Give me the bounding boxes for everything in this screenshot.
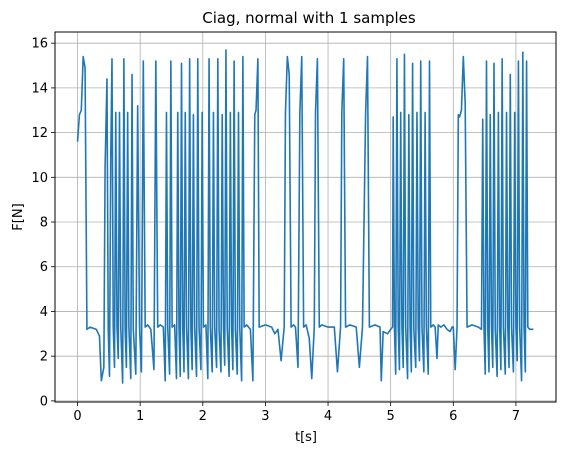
- y-tick-label: 6: [40, 260, 48, 275]
- y-tick-label: 14: [31, 81, 48, 96]
- plot-frame: [54, 31, 557, 403]
- y-tick-label: 8: [40, 216, 48, 231]
- series-layer: [76, 49, 534, 384]
- x-tick-label: 4: [324, 409, 332, 424]
- x-ticks: 0 1 2 3 4 5 6 7: [73, 402, 520, 424]
- y-tick-label: 10: [31, 171, 48, 186]
- y-tick-label: 2: [40, 350, 48, 365]
- y-tick-label: 4: [40, 305, 48, 320]
- x-tick-label: 5: [387, 409, 395, 424]
- x-tick-label: 7: [512, 409, 520, 424]
- series-line: [76, 49, 534, 384]
- x-tick-label: 6: [449, 409, 457, 424]
- y-tick-label: 12: [31, 126, 48, 141]
- x-tick-label: 2: [199, 409, 207, 424]
- chart-title: Ciag, normal with 1 samples: [202, 9, 416, 27]
- y-axis-label: F[N]: [11, 203, 26, 230]
- y-tick-label: 16: [31, 37, 48, 52]
- gridlines: [55, 32, 556, 402]
- y-ticks: 0 2 4 6 8 10 12 14 16: [31, 37, 55, 409]
- x-tick-label: 3: [261, 409, 269, 424]
- x-tick-label: 1: [136, 409, 144, 424]
- x-axis-label: t[s]: [295, 430, 317, 445]
- y-tick-label: 0: [40, 394, 48, 409]
- x-tick-label: 0: [73, 409, 81, 424]
